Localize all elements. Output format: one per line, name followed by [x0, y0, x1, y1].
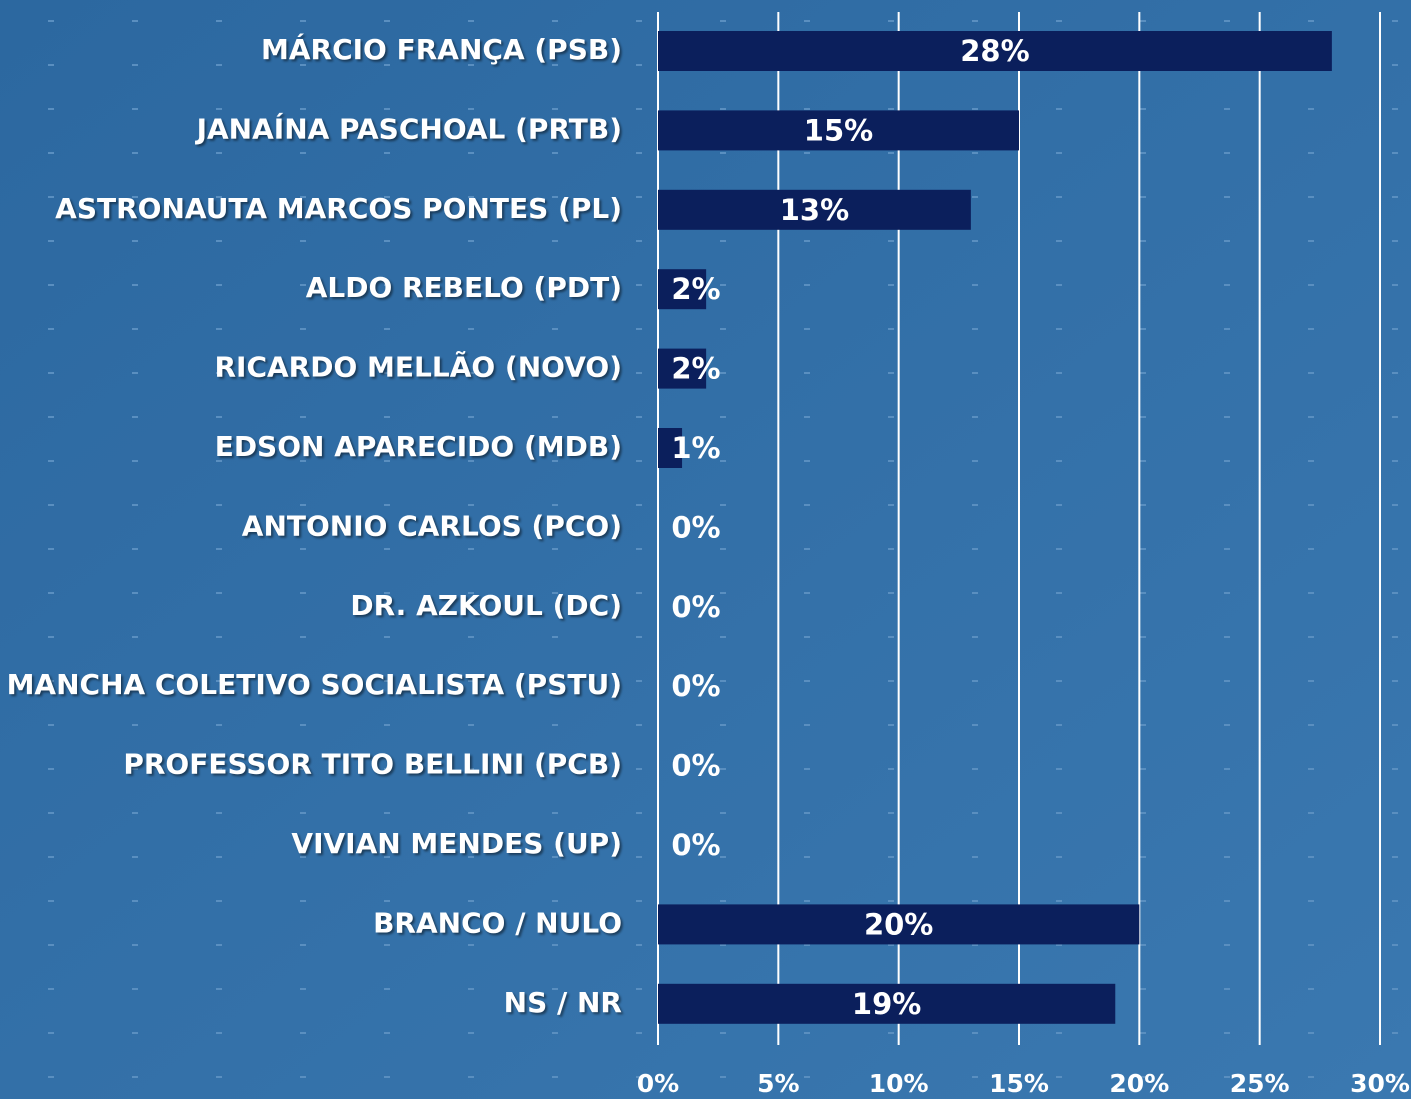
data-label: 20% — [864, 907, 933, 941]
bar — [658, 31, 1332, 71]
category-label: RICARDO MELLÃO (NOVO) — [214, 350, 622, 384]
data-label: 0% — [671, 510, 720, 544]
data-label: 0% — [671, 828, 720, 862]
bar — [658, 269, 707, 310]
data-label: 13% — [780, 193, 849, 227]
data-label: 15% — [804, 113, 873, 147]
category-label: NS / NR — [504, 986, 622, 1019]
x-tick-label: 10% — [869, 1069, 929, 1098]
x-tick-label: 15% — [989, 1069, 1049, 1098]
category-label: MANCHA COLETIVO SOCIALISTA (PSTU) — [7, 668, 622, 701]
x-tick-label: 5% — [757, 1069, 799, 1098]
category-label: ANTONIO CARLOS (PCO) — [242, 509, 622, 542]
data-label: 0% — [671, 669, 720, 703]
category-label: MÁRCIO FRANÇA (PSB) — [261, 32, 622, 66]
category-label: DR. AZKOUL (DC) — [350, 589, 622, 622]
data-label: 28% — [960, 34, 1029, 68]
category-label: PROFESSOR TITO BELLINI (PCB) — [123, 748, 622, 781]
bar — [658, 189, 971, 230]
bar — [658, 348, 707, 389]
category-label: JANAÍNA PASCHOAL (PRTB) — [195, 111, 622, 145]
category-label: BRANCO / NULO — [373, 906, 622, 939]
bar — [658, 904, 1140, 945]
bar — [658, 110, 1019, 151]
x-tick-label: 20% — [1109, 1069, 1169, 1098]
data-label: 0% — [671, 590, 720, 624]
data-label: 1% — [671, 431, 720, 465]
data-label: 19% — [852, 987, 921, 1021]
category-label: ALDO REBELO (PDT) — [306, 271, 622, 304]
data-label: 0% — [671, 749, 720, 783]
bar — [658, 428, 683, 468]
category-label: ASTRONAUTA MARCOS PONTES (PL) — [55, 192, 622, 225]
x-tick-label: 25% — [1230, 1069, 1290, 1098]
x-tick-label: 0% — [637, 1069, 679, 1098]
bar — [658, 983, 1116, 1024]
data-label: 2% — [671, 352, 720, 386]
x-tick-label: 30% — [1350, 1069, 1410, 1098]
category-label: VIVIAN MENDES (UP) — [291, 827, 622, 860]
category-label: EDSON APARECIDO (MDB) — [215, 430, 622, 463]
data-label: 2% — [671, 272, 720, 306]
